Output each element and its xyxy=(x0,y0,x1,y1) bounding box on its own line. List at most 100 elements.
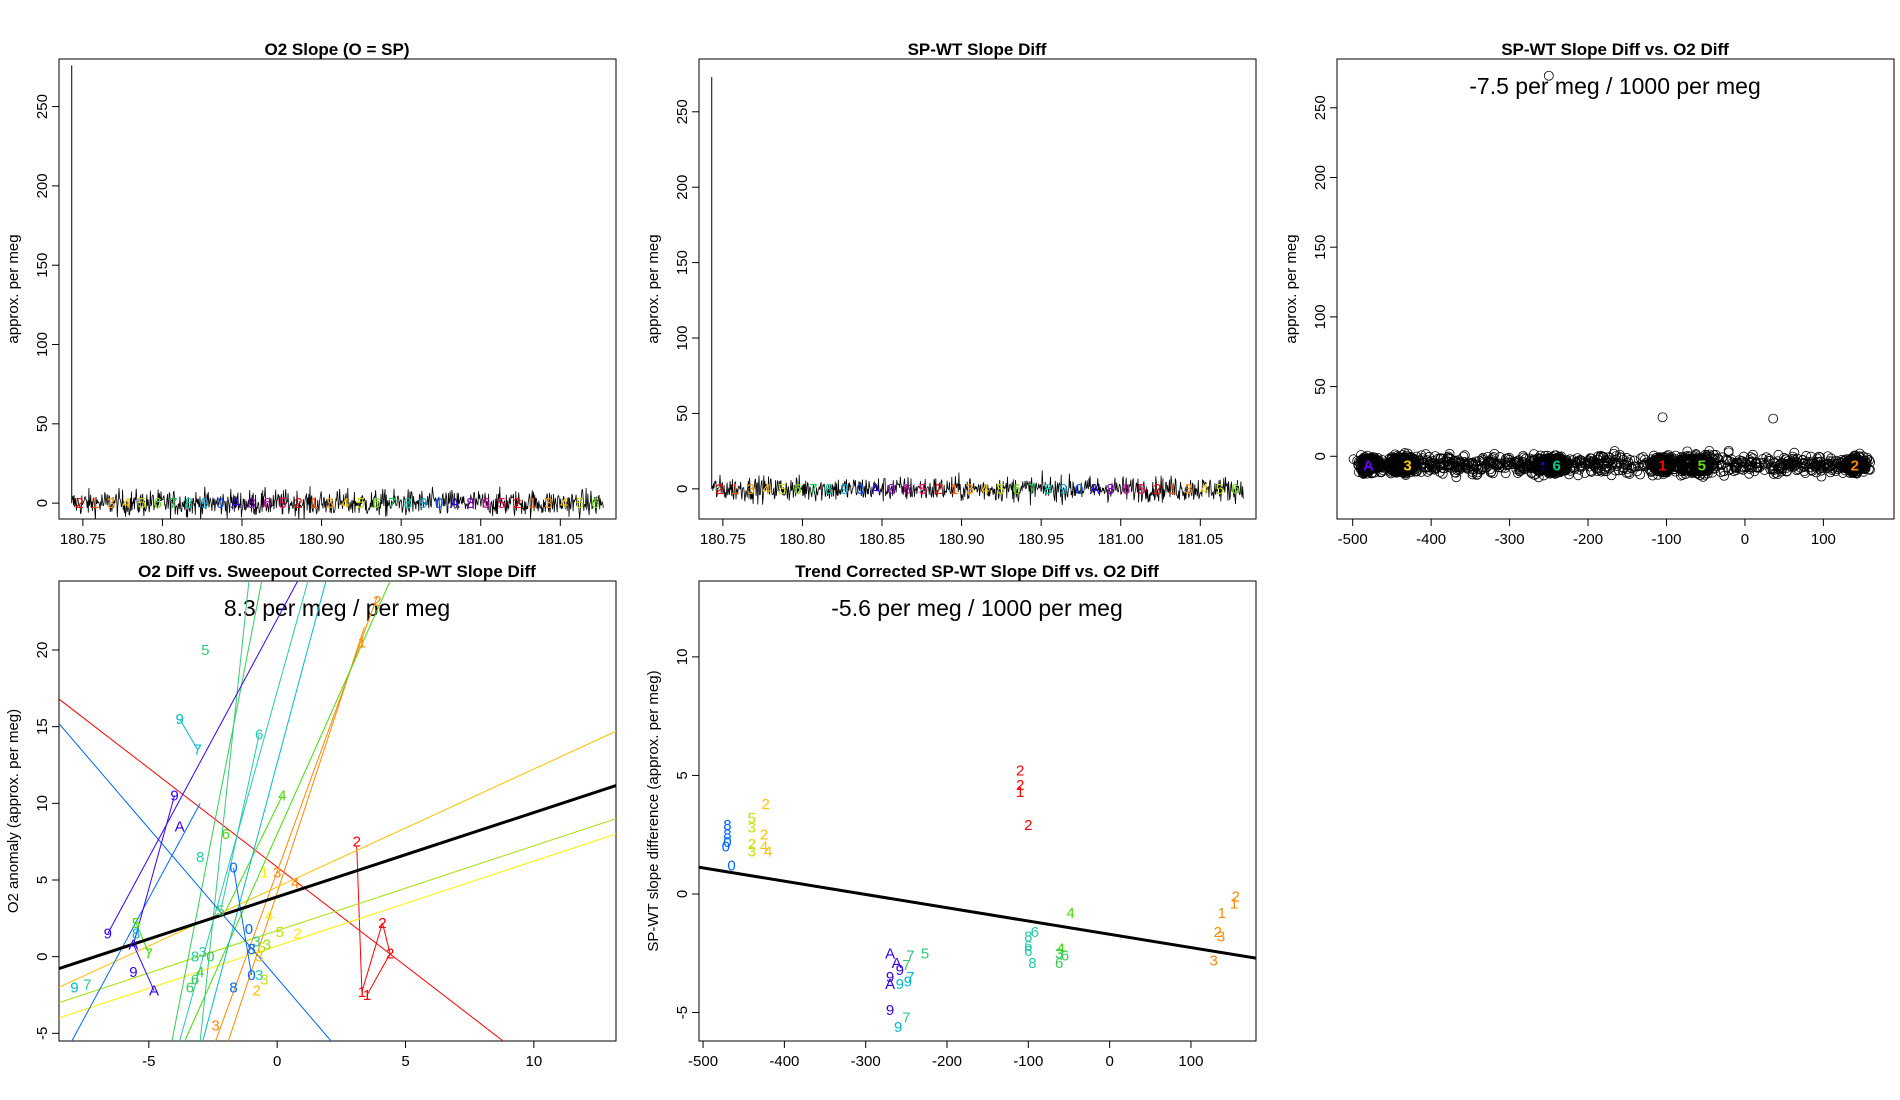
scatter-point xyxy=(1613,465,1624,476)
y-tick-label: 5 xyxy=(34,876,51,884)
cycle-label: 3 xyxy=(326,495,334,512)
y-axis-label: SP-WT slope difference (approx. per meg) xyxy=(645,670,662,951)
point-label: 4 xyxy=(278,788,286,805)
point-label: 0 xyxy=(247,967,255,984)
scatter-point xyxy=(1444,448,1455,459)
cycle-line xyxy=(71,803,201,1041)
axes: 180.75 180.80 180.85 180.90 180.95 181.00 181.… xyxy=(34,94,583,548)
cycle-label: 5 xyxy=(138,495,146,512)
scatter-point xyxy=(1744,468,1755,479)
x-tick-label: 0 xyxy=(1105,1053,1113,1070)
scatter-point xyxy=(1815,456,1826,467)
x-tick-label: -300 xyxy=(1495,531,1525,548)
x-tick-label: 180.85 xyxy=(859,531,905,548)
point-label: 0 xyxy=(727,858,735,875)
point-label: 3 xyxy=(748,820,756,837)
scatter-point xyxy=(1773,449,1784,460)
cycle-label: 5 xyxy=(576,495,584,512)
slope-annotation: -5.6 per meg / 1000 per meg xyxy=(831,595,1123,621)
scatter-point xyxy=(1826,453,1837,464)
x-tick-label: -500 xyxy=(1338,531,1368,548)
point-label: 4 xyxy=(291,875,299,892)
point-label: 9 xyxy=(896,962,904,979)
scatter-point xyxy=(1470,456,1481,467)
scatter-point xyxy=(1675,456,1686,467)
point-label: 9 xyxy=(886,1002,894,1019)
scatter-point xyxy=(1783,460,1793,470)
plot-frame xyxy=(698,580,1257,1042)
cycle-label: 0 xyxy=(1075,481,1083,498)
cycle-line xyxy=(220,734,260,911)
cycle-label: 5 xyxy=(997,481,1005,498)
point-label: 5 xyxy=(201,642,209,659)
scatter-point xyxy=(1788,453,1799,464)
series-line xyxy=(711,470,1244,506)
cycle-line xyxy=(366,953,391,996)
y-tick-label: 15 xyxy=(34,718,51,735)
scatter-point xyxy=(1600,463,1610,474)
scatter-point xyxy=(1812,453,1823,464)
scatter-point xyxy=(1814,464,1825,474)
cycle-line xyxy=(202,581,327,1041)
scatter-point xyxy=(1752,458,1762,469)
point-label: 0 xyxy=(245,921,253,938)
scatter-point xyxy=(1392,461,1403,472)
cycle-label: 0 xyxy=(216,495,224,512)
plot-frame xyxy=(698,58,1257,520)
scatter-point xyxy=(1397,452,1407,463)
cluster-label: 1 xyxy=(1658,458,1666,475)
x-tick-label: -100 xyxy=(1651,531,1681,548)
scatter-point xyxy=(1511,456,1522,467)
x-tick-label: 181.00 xyxy=(1098,531,1144,548)
scatter-point xyxy=(1632,466,1642,477)
slope-annotation: 8.3 per meg / per meg xyxy=(224,595,450,621)
point-label: 2 xyxy=(1016,763,1024,780)
chart-title: O2 Diff vs. Sweepout Corrected SP-WT Slo… xyxy=(138,562,536,581)
y-tick-label: 250 xyxy=(34,94,51,119)
scatter-point xyxy=(1413,455,1424,466)
scatter-point xyxy=(1437,468,1448,479)
chart-title: Trend Corrected SP-WT Slope Diff vs. O2 … xyxy=(795,562,1159,581)
x-tick-label: 180.90 xyxy=(939,531,985,548)
point-label: 9 xyxy=(896,976,904,993)
point-label: 0 xyxy=(229,860,237,877)
point-label: 7 xyxy=(902,1009,910,1026)
y-tick-label: 250 xyxy=(1312,95,1329,120)
scatter-point xyxy=(1618,462,1629,473)
point-label: 6 xyxy=(1061,948,1069,965)
cycle-label: 7 xyxy=(388,495,396,512)
scatter-point xyxy=(1558,465,1568,476)
scatter-point xyxy=(1404,463,1414,474)
point-label: 2 xyxy=(1024,817,1032,834)
scatter-point xyxy=(1738,464,1749,475)
y-tick-label: 100 xyxy=(34,332,51,357)
scatter-point xyxy=(1617,455,1628,465)
x-tick-label: 180.95 xyxy=(378,531,424,548)
cycle-line xyxy=(132,795,175,945)
cycle-label: 5 xyxy=(497,495,505,512)
point-label: 8 xyxy=(247,941,255,958)
cycle-line xyxy=(132,944,155,991)
cycle-line xyxy=(59,730,616,988)
scatter-point xyxy=(1825,467,1836,478)
point-label: 5 xyxy=(258,939,266,956)
scatter-point xyxy=(1723,445,1734,456)
cycle-label: 5 xyxy=(357,495,365,512)
cycle-label: 4 xyxy=(341,495,349,512)
point-label: 4 xyxy=(764,843,772,860)
point-label: 1 xyxy=(358,984,366,1001)
point-label: 7 xyxy=(145,946,153,963)
scatter-point xyxy=(1454,459,1465,470)
panel-sp-wt-vs-o2-diff: SP-WT Slope Diff vs. O2 Diff -7.5 per me… xyxy=(1283,40,1895,548)
cycle-label: 1 xyxy=(950,481,958,498)
scatter-point xyxy=(1726,454,1737,465)
scatter-point xyxy=(1486,466,1497,477)
scatter-point xyxy=(1512,468,1523,478)
scatter-point xyxy=(1485,467,1496,478)
cycle-label: 3 xyxy=(747,481,755,498)
cycle-label: 6 xyxy=(591,495,599,512)
point-label: 4 xyxy=(1066,905,1074,922)
scatter-point xyxy=(1574,464,1585,475)
scatter-point xyxy=(1478,456,1489,467)
x-tick-label: -500 xyxy=(688,1053,718,1070)
